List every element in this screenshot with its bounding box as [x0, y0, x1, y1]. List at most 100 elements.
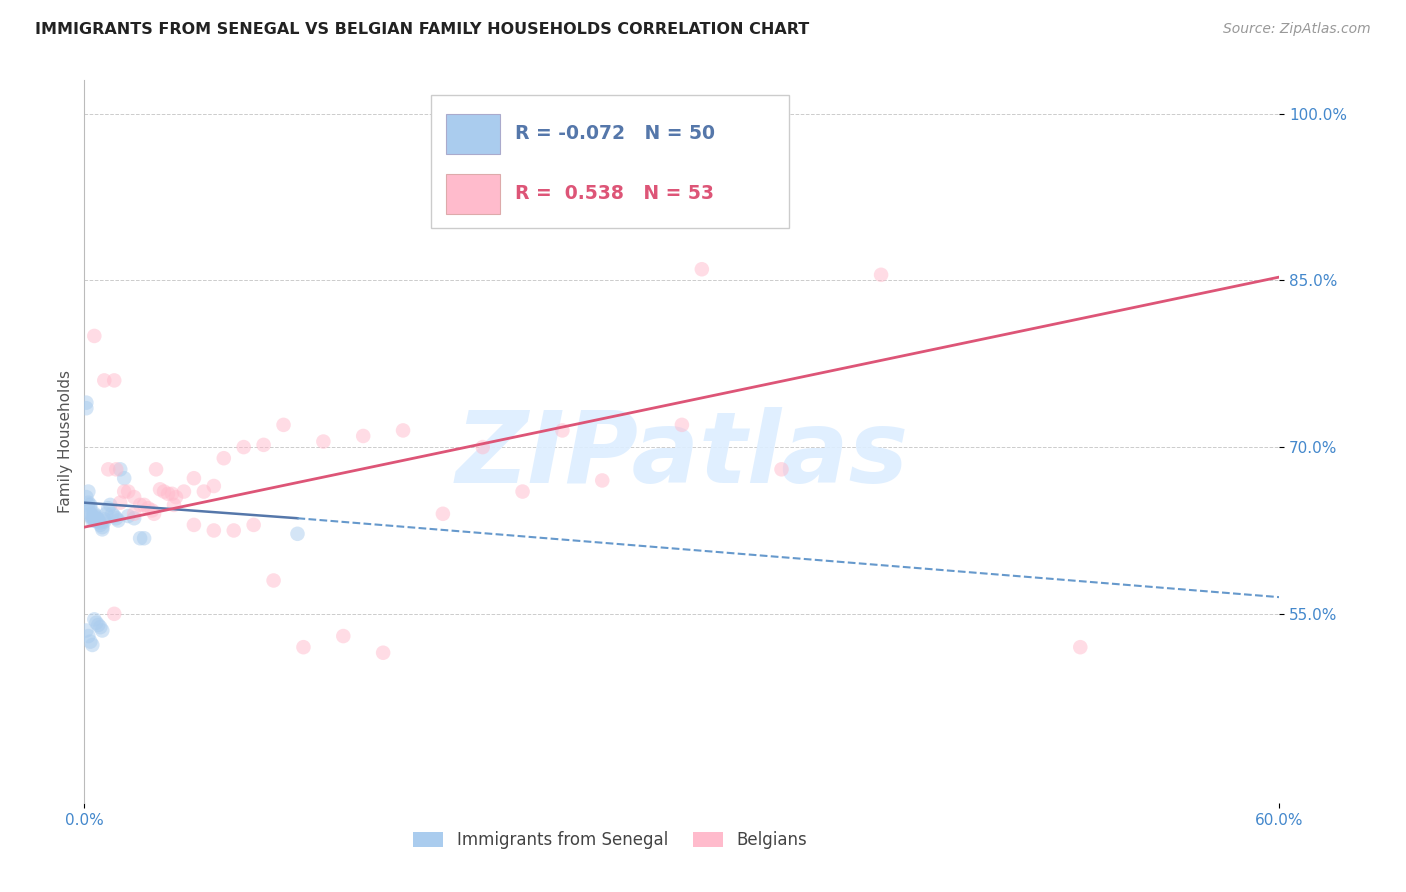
Text: IMMIGRANTS FROM SENEGAL VS BELGIAN FAMILY HOUSEHOLDS CORRELATION CHART: IMMIGRANTS FROM SENEGAL VS BELGIAN FAMIL… — [35, 22, 810, 37]
Point — [122, 507, 145, 521]
Point — [83, 511, 105, 525]
Point — [101, 507, 124, 521]
Point — [143, 507, 166, 521]
Point — [93, 512, 115, 526]
Point — [97, 462, 120, 476]
Point — [79, 507, 101, 521]
Point — [105, 511, 128, 525]
Point — [77, 484, 100, 499]
Point — [98, 498, 121, 512]
Point — [105, 462, 128, 476]
Point — [141, 503, 163, 517]
Point — [332, 629, 354, 643]
Point — [79, 508, 101, 523]
Point — [129, 498, 152, 512]
Point — [82, 513, 104, 527]
Point — [157, 487, 180, 501]
Point — [83, 508, 105, 523]
Point — [232, 440, 254, 454]
Point — [671, 417, 693, 432]
Point — [222, 524, 245, 538]
Point — [89, 516, 111, 530]
Point — [392, 424, 415, 438]
Point — [149, 483, 172, 497]
Point — [86, 615, 108, 630]
Point — [591, 474, 613, 488]
Point — [512, 484, 534, 499]
Y-axis label: Family Households: Family Households — [58, 370, 73, 513]
Point — [117, 508, 139, 523]
Point — [183, 517, 205, 532]
Point — [312, 434, 335, 449]
Point — [770, 462, 793, 476]
Point — [110, 462, 132, 476]
Point — [471, 440, 494, 454]
Point — [83, 612, 105, 626]
Point — [129, 531, 152, 545]
Point — [87, 618, 110, 632]
Point — [93, 515, 115, 529]
Text: ZIPatlas: ZIPatlas — [456, 408, 908, 505]
Point — [97, 501, 120, 516]
Point — [91, 624, 114, 638]
Point — [103, 508, 125, 523]
Point — [870, 268, 893, 282]
Point — [77, 496, 100, 510]
Point — [103, 373, 125, 387]
Point — [110, 496, 132, 510]
FancyBboxPatch shape — [447, 174, 501, 214]
Point — [87, 515, 110, 529]
Point — [352, 429, 374, 443]
Point — [1069, 640, 1091, 655]
Point — [263, 574, 285, 588]
Point — [82, 511, 104, 525]
Point — [117, 484, 139, 499]
Point — [173, 484, 195, 499]
Point — [79, 498, 101, 512]
Point — [253, 438, 276, 452]
Point — [93, 373, 115, 387]
Point — [132, 498, 156, 512]
Point — [292, 640, 315, 655]
Point — [89, 620, 111, 634]
Point — [551, 424, 574, 438]
Point — [86, 508, 108, 523]
Point — [145, 462, 167, 476]
Point — [75, 401, 97, 416]
Point — [89, 517, 111, 532]
Point — [75, 395, 97, 409]
Point — [107, 513, 129, 527]
Point — [77, 498, 100, 512]
Point — [103, 607, 125, 621]
Point — [112, 471, 135, 485]
Point — [82, 508, 104, 523]
Point — [87, 512, 110, 526]
Text: R =  0.538   N = 53: R = 0.538 N = 53 — [515, 185, 714, 203]
Point — [83, 329, 105, 343]
Point — [287, 526, 309, 541]
Point — [690, 262, 713, 277]
Point — [96, 507, 118, 521]
Point — [79, 501, 101, 516]
Legend: Immigrants from Senegal, Belgians: Immigrants from Senegal, Belgians — [406, 824, 814, 856]
Point — [132, 531, 156, 545]
Point — [122, 511, 145, 525]
FancyBboxPatch shape — [432, 95, 790, 228]
Point — [112, 484, 135, 499]
Text: Source: ZipAtlas.com: Source: ZipAtlas.com — [1223, 22, 1371, 37]
Point — [432, 507, 454, 521]
Point — [83, 507, 105, 521]
Point — [91, 520, 114, 534]
Point — [75, 624, 97, 638]
Point — [86, 511, 108, 525]
Point — [202, 479, 225, 493]
Point — [136, 501, 159, 516]
Point — [183, 471, 205, 485]
Point — [373, 646, 395, 660]
Point — [165, 490, 187, 504]
Point — [82, 638, 104, 652]
FancyBboxPatch shape — [447, 114, 501, 154]
Point — [91, 522, 114, 536]
Point — [83, 513, 105, 527]
Point — [212, 451, 235, 466]
